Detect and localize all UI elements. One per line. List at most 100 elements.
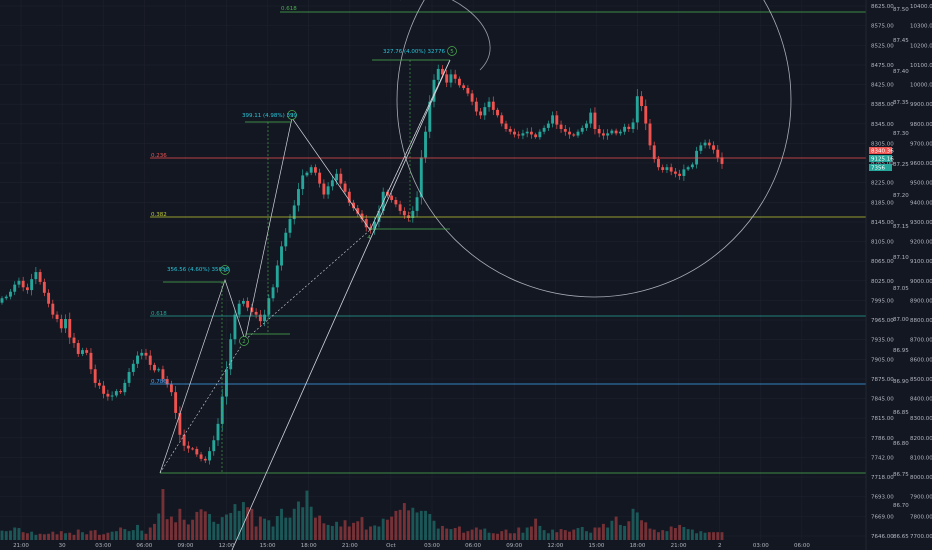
price-tick-mid: 87.25 [893,162,909,168]
candle-body [614,130,618,134]
price-tick-outer: 8065.00 [871,259,894,265]
volume-bar [271,526,275,540]
candle-body [110,395,114,397]
price-tick-mid: 87.15 [893,224,909,230]
volume-bar [85,534,89,540]
candle-body [186,445,190,449]
candle-body [271,287,275,299]
volume-bar [534,518,538,540]
candle-body [500,115,504,124]
volume-bar [275,516,279,540]
wave-label-3: 399.11 (4.98%) 399 [242,113,298,119]
time-tick: 30 [59,543,66,549]
volume-bar [246,507,250,540]
candle-body [407,215,411,218]
time-tick: 03:00 [95,543,111,549]
candle-body [466,88,470,94]
price-tick-inner: 9200.00 [910,240,932,246]
candle-body [288,219,292,233]
volume-bar [305,490,309,540]
volume-bar [695,533,699,540]
candle-body [34,272,38,280]
volume-bar [280,508,283,540]
candle-body [618,131,622,134]
price-axis[interactable]: 8625.00 8575.00 8525.00 8475.00 8425.00 8385.… [865,0,932,550]
volume-bar [551,529,555,540]
candle-body [322,183,326,195]
candle-body [652,145,656,160]
price-tick-inner: 9000.00 [910,279,932,285]
fib-spiral-arc [400,0,491,71]
candle-body [453,74,457,79]
candle-body [572,134,576,136]
volume-bar [390,516,394,540]
candle-body [25,287,29,291]
volume-bar [441,525,444,540]
price-tick-outer: 8575.00 [871,24,894,30]
candle-body [174,392,178,413]
candle-body [521,133,525,136]
candle-body [432,79,436,102]
candle-body [13,284,17,292]
volume-bar [436,528,440,540]
volume-bar [64,533,67,540]
candle-body [470,93,474,102]
volume-bar [250,508,254,540]
candle-body [597,128,601,134]
candle-body [542,127,546,132]
candle-body [225,369,228,397]
candle-body [38,272,42,282]
price-tick-outer: 8145.00 [871,220,894,226]
volume-bar [38,533,42,540]
volume-bar [546,533,550,540]
candle-body [258,314,262,322]
volume-bar [241,502,245,540]
time-tick: 15:00 [588,543,604,549]
price-tick-mid: 86.80 [893,441,909,447]
volume-bar [669,526,673,540]
price-tick-inner: 8800.00 [910,318,932,324]
volume-bar [203,511,207,540]
volume-bar [627,521,631,540]
candle-body [326,186,330,195]
candle-body [297,189,300,206]
candle-body [140,352,144,356]
time-axis[interactable]: 21:00 30 03:00 06:00 09:00 12:00 15:00 18:00 21:… [13,543,810,549]
candle-body [216,423,220,441]
candle-body [309,167,313,173]
price-tick-outer: 8425.00 [871,83,894,89]
volume-bar [513,533,516,540]
price-tick-inner: 9300.00 [910,220,932,226]
time-tick: 09:00 [177,543,193,549]
price-tick-inner: 8600.00 [910,357,932,363]
volume-bar [525,527,529,540]
wave-marker-1 [220,265,230,275]
volume-bar [360,517,364,540]
price-tick-outer: 8185.00 [871,200,894,206]
volume-bar [640,520,643,540]
price-tick-outer: 8305.00 [871,141,894,147]
candle-body [284,232,288,247]
time-tick: Oct [386,543,396,549]
volume-bar [72,534,76,540]
candle-body [610,130,614,134]
candle-body [97,382,101,386]
volume-bar [165,519,169,540]
price-tick-mid: 87.10 [893,255,909,261]
candle-body [59,319,63,329]
wave-label-1: 356.56 (4.60%) 35658 [167,267,230,273]
candle-body [178,412,182,435]
candle-body [68,319,72,338]
candle-body [673,171,677,174]
volume-bar [521,532,525,540]
volume-bar [686,529,690,540]
elliott-wave-path [159,59,451,474]
candle-body [30,279,34,291]
price-tick-outer: 7995.00 [871,298,894,304]
time-tick: 09:00 [506,543,522,549]
candle-body [491,101,495,110]
volume-bar [0,530,4,540]
volume-bar [13,527,17,540]
volume-bar [313,517,317,540]
